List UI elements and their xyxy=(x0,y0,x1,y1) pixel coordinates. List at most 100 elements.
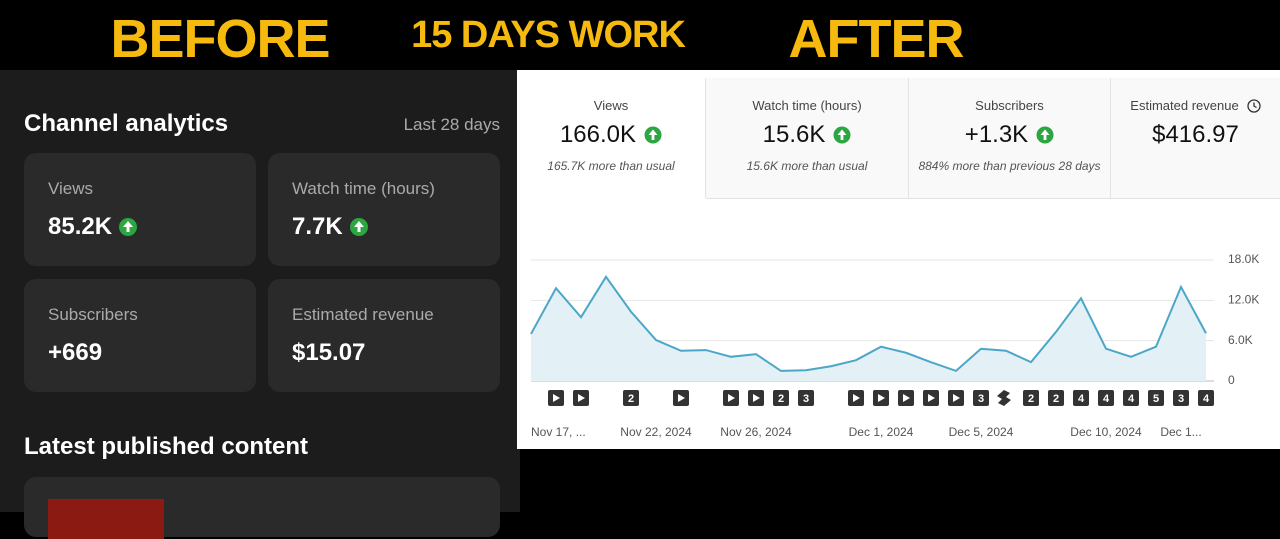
marker-box xyxy=(1023,390,1039,406)
period[interactable]: Last 28 days xyxy=(403,115,500,134)
video-marker xyxy=(873,390,889,406)
metric-value-row: +1.3K xyxy=(909,121,1110,149)
metric-label: Estimated revenue xyxy=(1130,98,1239,113)
up-icon xyxy=(119,218,138,236)
metric-label: Watch time (hours) xyxy=(292,179,435,198)
y-tick-label: 12.0K xyxy=(1228,293,1259,307)
metric-tab[interactable]: Views 166.0K 165.7K more than usual xyxy=(517,78,706,198)
x-tick-label: Nov 22, 2024 xyxy=(620,425,692,439)
thumbnail xyxy=(48,499,164,539)
metric-value: 7.7K xyxy=(292,213,343,240)
video-marker xyxy=(723,390,739,406)
play-icon xyxy=(953,394,960,402)
metric-value: 85.2K xyxy=(48,213,113,240)
page: BEFORE 15 DAYS WORK AFTER Channel analyt… xyxy=(0,9,1280,539)
marker-box xyxy=(623,390,639,406)
marker-box xyxy=(1123,390,1139,406)
y-tick-label: 18.0K xyxy=(1228,252,1259,266)
middle-heading: 15 DAYS WORK xyxy=(411,14,686,56)
metric-label: Watch time (hours) xyxy=(752,98,862,113)
marker-box xyxy=(1148,390,1164,406)
up-icon xyxy=(833,126,851,144)
marker-count: 3 xyxy=(803,393,809,405)
metric-note: 15.6K more than usual xyxy=(746,159,868,173)
play-icon xyxy=(903,394,910,402)
marker-box xyxy=(1048,390,1064,406)
play-icon xyxy=(928,394,935,402)
marker-count: 2 xyxy=(628,393,634,405)
marker-count: 5 xyxy=(1153,393,1159,405)
area xyxy=(531,276,1206,381)
video-marker xyxy=(673,390,689,406)
metric-card[interactable]: Subscribers +669 xyxy=(24,279,256,392)
metric-card[interactable]: Views 85.2K xyxy=(24,153,256,266)
video-marker xyxy=(848,390,864,406)
metric-label: Estimated revenue xyxy=(292,305,434,324)
marker-count: 2 xyxy=(1053,393,1059,405)
play-icon xyxy=(853,394,860,402)
play-icon xyxy=(678,394,685,402)
marker-count: 4 xyxy=(1078,393,1085,405)
video-marker xyxy=(948,390,964,406)
panel-title: Channel analytics xyxy=(24,110,229,137)
metric-label: Views xyxy=(593,98,629,113)
marker-box xyxy=(773,390,789,406)
metric-label: Views xyxy=(48,179,94,198)
metric-tab[interactable]: Estimated revenue $416.97 xyxy=(1111,78,1280,199)
marker-count: 3 xyxy=(1178,393,1184,405)
metric-value-row: 7.7K xyxy=(292,213,369,241)
y-tick-label: 6.0K xyxy=(1228,333,1253,347)
marker-box xyxy=(1173,390,1189,406)
marker-box xyxy=(798,390,814,406)
marker-box xyxy=(1073,390,1089,406)
play-icon xyxy=(753,394,760,402)
before-heading: BEFORE xyxy=(110,9,330,69)
video-marker xyxy=(898,390,914,406)
after-panel: Views 166.0K 165.7K more than usual Watc… xyxy=(517,70,1280,449)
x-tick-label: Dec 1... xyxy=(1160,425,1201,439)
x-tick-label: Nov 17, ... xyxy=(531,425,586,439)
up-icon xyxy=(644,126,662,144)
metric-note: 165.7K more than usual xyxy=(547,159,675,173)
marker-box xyxy=(1198,390,1214,406)
play-icon xyxy=(728,394,735,402)
metric-value-row: 166.0K xyxy=(517,121,705,149)
video-marker xyxy=(573,390,589,406)
metric-value: $416.97 xyxy=(1152,121,1239,148)
content-card[interactable] xyxy=(24,477,500,539)
metric-value-row: 85.2K xyxy=(48,213,138,241)
play-icon xyxy=(878,394,885,402)
video-marker xyxy=(548,390,564,406)
metric-value: +1.3K xyxy=(964,121,1029,148)
marker-box xyxy=(973,390,989,406)
y-tick-label: 0 xyxy=(1228,373,1235,387)
metric-value: +669 xyxy=(48,339,103,366)
metric-card[interactable]: Watch time (hours) 7.7K xyxy=(268,153,500,266)
after-heading: AFTER xyxy=(788,9,965,69)
x-tick-label: Dec 1, 2024 xyxy=(849,425,914,439)
marker-count: 2 xyxy=(778,393,784,405)
video-marker xyxy=(923,390,939,406)
up-icon xyxy=(349,218,368,236)
marker-box xyxy=(1098,390,1114,406)
play-icon xyxy=(578,394,585,402)
marker-count: 4 xyxy=(1203,393,1210,405)
metric-card[interactable]: Estimated revenue $15.07 xyxy=(268,279,500,392)
marker-count: 4 xyxy=(1103,393,1110,405)
metric-value-row: 15.6K xyxy=(706,121,908,149)
chart: 0 6.0K 12.0K 18.0K 2 2 3 3 2 2 4 4 4 5 3 4 Nov 17, ... No… xyxy=(530,252,1259,439)
section-title: Latest published content xyxy=(24,433,309,460)
metric-tab[interactable]: Watch time (hours) 15.6K 15.6K more than… xyxy=(706,78,909,199)
metric-value: 15.6K xyxy=(762,121,826,148)
x-tick-label: Dec 5, 2024 xyxy=(949,425,1014,439)
x-tick-label: Dec 10, 2024 xyxy=(1070,425,1142,439)
line xyxy=(530,275,1207,373)
marker-count: 4 xyxy=(1128,393,1135,405)
metric-value: $15.07 xyxy=(292,339,366,366)
up-icon xyxy=(1036,126,1054,144)
metric-value: 166.0K xyxy=(559,121,637,148)
marker-count: 3 xyxy=(978,393,984,405)
metric-tab[interactable]: Subscribers +1.3K 884% more than previou… xyxy=(909,78,1111,199)
metric-label-row: Estimated revenue xyxy=(1111,98,1280,113)
metric-label: Subscribers xyxy=(975,98,1044,113)
